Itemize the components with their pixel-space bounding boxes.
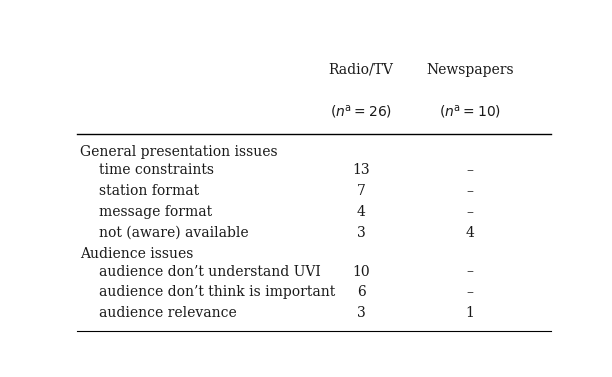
Text: 13: 13 [353,163,370,177]
Text: 1: 1 [466,307,475,320]
Text: $(n^{\mathrm{a}} = 26)$: $(n^{\mathrm{a}} = 26)$ [330,103,392,120]
Text: not (aware) available: not (aware) available [99,226,249,240]
Text: 4: 4 [357,205,365,219]
Text: $(n^{\mathrm{a}} = 10)$: $(n^{\mathrm{a}} = 10)$ [439,103,501,120]
Text: –: – [467,285,474,299]
Text: Audience issues: Audience issues [80,247,193,261]
Text: –: – [467,163,474,177]
Text: message format: message format [99,205,212,219]
Text: 6: 6 [357,285,365,299]
Text: 4: 4 [466,226,475,240]
Text: 7: 7 [357,184,365,198]
Text: 3: 3 [357,307,365,320]
Text: 10: 10 [353,265,370,279]
Text: General presentation issues: General presentation issues [80,146,278,159]
Text: –: – [467,205,474,219]
Text: audience don’t understand UVI: audience don’t understand UVI [99,265,321,279]
Text: Newspapers: Newspapers [427,63,514,77]
Text: 3: 3 [357,226,365,240]
Text: station format: station format [99,184,200,198]
Text: audience relevance: audience relevance [99,307,237,320]
Text: –: – [467,265,474,279]
Text: Radio/TV: Radio/TV [329,63,394,77]
Text: audience don’t think is important: audience don’t think is important [99,285,335,299]
Text: time constraints: time constraints [99,163,214,177]
Text: –: – [467,184,474,198]
